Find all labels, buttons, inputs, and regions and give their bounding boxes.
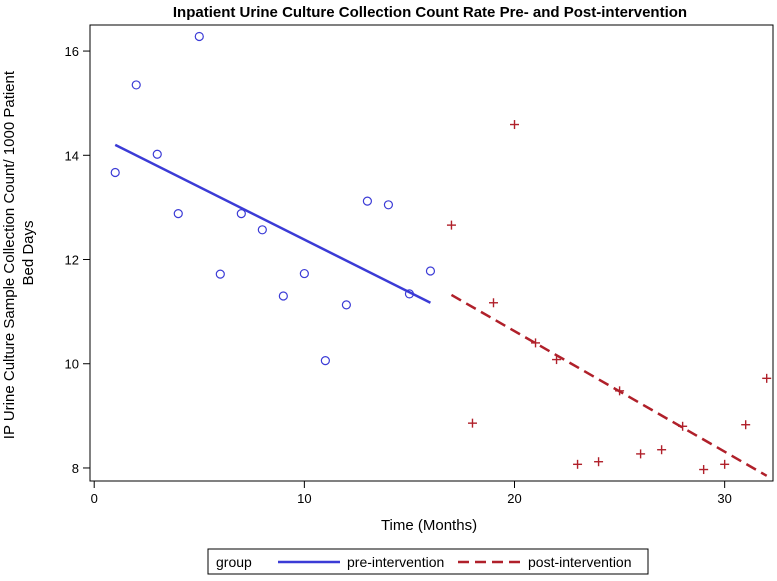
post-intervention-point [594,457,604,467]
pre-intervention-point [257,225,267,235]
y-tick-label: 14 [65,148,79,163]
legend-post-label: post-intervention [528,554,632,570]
post-intervention-trend-line [450,293,768,477]
post-intervention-point [615,386,625,396]
trend-lines [114,143,768,477]
post-intervention-point [552,355,562,365]
y-tick-label: 8 [72,461,79,476]
legend-pre-label: pre-intervention [347,554,444,570]
pre-intervention-point [299,268,309,279]
x-tick-label: 20 [507,491,521,506]
data-points [110,31,772,475]
post-intervention-point [573,459,583,469]
y-axis-label-line-1: IP Urine Culture Sample Collection Count… [1,70,18,439]
x-axis-label: Time (Months) [381,517,477,534]
y-axis-label: IP Urine Culture Sample Collection Count… [1,67,37,439]
pre-intervention-point [131,80,141,90]
post-intervention-point [467,418,477,428]
pre-intervention-point [278,291,288,301]
post-intervention-point [636,449,646,459]
plot-area: 0 10 20 30 8 10 12 14 16 [65,24,774,506]
pre-intervention-point [425,266,436,276]
pre-intervention-point [383,200,394,210]
pre-intervention-trend-line [114,143,432,304]
y-axis-label-line-2: Bed Days [20,220,37,285]
pre-intervention-point [110,167,120,178]
pre-intervention-point [236,209,246,219]
y-tick-label: 12 [65,253,79,268]
post-intervention-point [741,420,751,430]
pre-intervention-point [404,289,415,299]
chart-title: Inpatient Urine Culture Collection Count… [173,4,687,21]
legend: group pre-intervention post-intervention [207,548,649,575]
x-tick-label: 30 [717,491,731,506]
y-tick-label: 16 [65,44,79,59]
post-intervention-point [762,373,772,383]
post-intervention-point [510,120,520,130]
legend-title: group [216,554,252,570]
pre-intervention-point [152,149,162,159]
post-intervention-point [678,421,688,431]
x-tick-label: 10 [297,491,311,506]
pre-intervention-point [362,196,373,206]
x-tick-label: 0 [91,491,98,506]
pre-intervention-point [194,31,204,42]
post-intervention-point [657,445,667,455]
post-intervention-point [720,459,730,469]
y-tick-label: 10 [65,357,79,372]
post-intervention-point [699,465,709,475]
post-intervention-point [446,220,456,230]
pre-intervention-point [215,269,225,279]
post-intervention-point [488,298,498,308]
pre-intervention-point [341,300,351,310]
plot-frame [89,24,774,482]
pre-intervention-point [320,356,330,366]
post-intervention-point [531,338,541,348]
pre-intervention-point [173,209,183,219]
axis-ticks: 0 10 20 30 8 10 12 14 16 [65,44,732,506]
